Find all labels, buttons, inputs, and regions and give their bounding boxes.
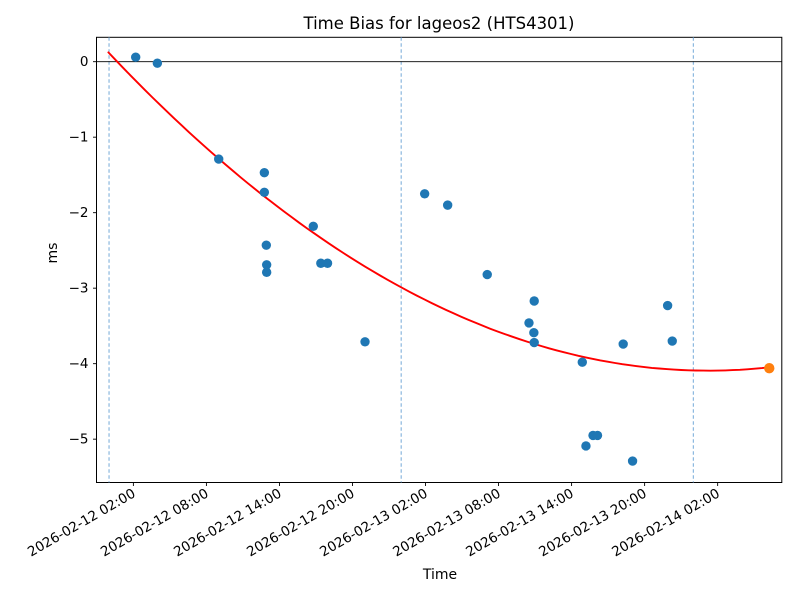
y-tick-label: −4 [69,356,89,372]
x-axis-label: Time [422,567,457,583]
time-bias-observations-point [529,328,539,338]
time-bias-observations-point [618,339,628,349]
time-bias-observations-point [577,357,587,367]
time-bias-observations-point [261,240,272,250]
time-bias-observations-point [152,58,163,68]
time-bias-observations-point [529,296,539,306]
time-bias-observations-point [214,154,224,164]
time-bias-observations-point [308,221,318,231]
time-bias-observations-point [442,200,453,210]
time-bias-observations-point [662,300,673,311]
time-bias-observations-point [482,269,492,280]
time-bias-observations-point [261,260,272,270]
predicted-latest-point-point [764,362,775,374]
time-bias-observations-point [316,258,326,268]
time-bias-observations-point [360,337,370,347]
time-bias-observations-point [529,337,539,348]
time-bias-observations-point [524,318,534,328]
y-tick-label: −2 [69,205,89,221]
y-tick-label: 0 [80,54,89,70]
y-tick-label: −5 [69,432,89,448]
y-tick-label: −3 [69,281,89,297]
time-bias-observations-point [419,189,430,199]
y-tick-label: −1 [69,130,89,146]
time-bias-observations-point [130,52,141,62]
time-bias-observations-point [322,258,333,268]
time-bias-observations-point [261,267,272,278]
time-bias-observations-point [581,441,591,451]
plot-area [96,36,783,484]
time-bias-observations-point [627,456,638,466]
time-bias-observations-point [667,336,677,346]
time-bias-observations-point [592,430,603,441]
time-bias-observations-point [259,167,270,178]
time-bias-observations-point [259,187,270,197]
y-axis-label: ms [45,243,61,264]
chart-title: Time Bias for lageos2 (HTS4301) [303,14,575,33]
